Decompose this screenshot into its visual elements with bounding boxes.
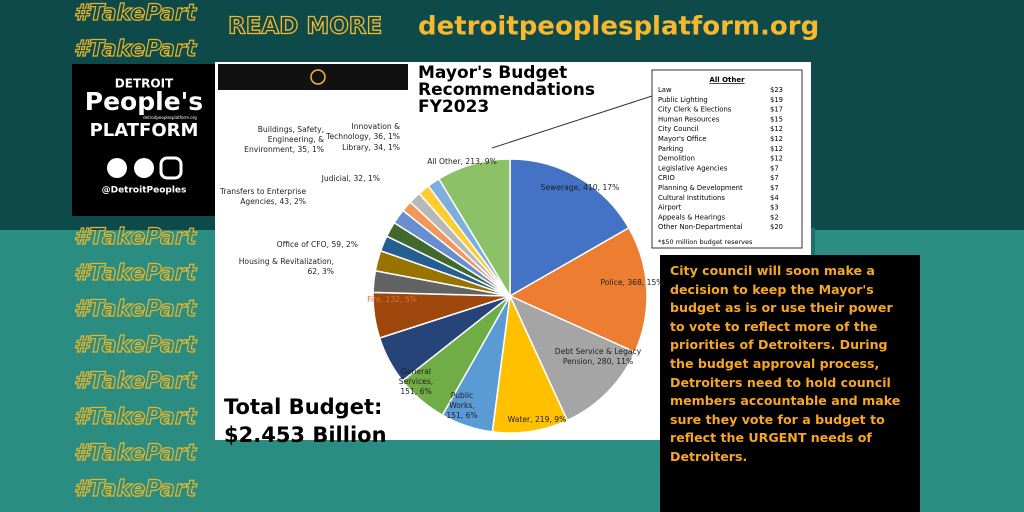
pie: [372, 158, 648, 434]
twitter-icon: [107, 158, 127, 178]
header-url: detroitpeoplesplatform.org: [418, 12, 819, 42]
slice-label: Water, 219, 9%: [508, 415, 567, 424]
total-line1: Total Budget:: [224, 395, 382, 419]
facebook-icon: [134, 158, 154, 178]
table-name: Parking: [658, 145, 683, 153]
slice-label: Police, 368, 15%: [600, 278, 663, 287]
table-value: $12: [770, 135, 783, 143]
table-name: Human Resources: [658, 115, 720, 123]
table-value: $7: [770, 174, 779, 182]
logo-handle: @DetroitPeoples: [102, 186, 187, 196]
takepart-text: #TakePart: [74, 261, 198, 286]
slice-label: Judicial, 32, 1%: [321, 174, 380, 183]
table-value: $2: [770, 213, 779, 221]
table-name: City Council: [658, 125, 699, 133]
slice-label: All Other, 213, 9%: [427, 157, 497, 166]
pie-slice: [508, 226, 648, 354]
table-value: $12: [770, 125, 783, 133]
table-note: *$50 million budget reserves: [658, 238, 753, 246]
read-more: READ MORE: [228, 14, 382, 40]
table-name: Cultural Institutions: [658, 194, 725, 202]
message: City council will soon make a decision t…: [670, 263, 901, 464]
pie-slice: [437, 158, 511, 299]
table-title: All Other: [709, 76, 745, 84]
pie-slice: [508, 294, 636, 422]
logo-box: [72, 64, 216, 216]
slice-label: Fire, 132, 5%: [367, 295, 417, 304]
table-name: Appeals & Hearings: [658, 213, 725, 221]
slice-label: Transportation, 139, 6%: [264, 357, 356, 366]
table-name: City Clerk & Elections: [658, 106, 732, 114]
message-box: [660, 255, 920, 512]
pie-slice: [509, 158, 630, 298]
takepart-text: #TakePart: [74, 1, 198, 26]
table-value: $7: [770, 164, 779, 172]
table-value: $3: [770, 204, 779, 212]
instagram-icon: [159, 156, 183, 180]
table-name: Planning & Development: [658, 184, 743, 192]
slice-label: Public Works, 151, 6%: [446, 391, 477, 420]
table-value: $20: [770, 223, 783, 231]
slice-label: Health, 44, 2%: [306, 206, 362, 215]
slice-label: Debt Service & Legacy Pension, 280, 11%: [555, 347, 642, 366]
total-line2: $2.453 Billion: [224, 423, 387, 447]
table-value: $4: [770, 194, 779, 202]
callout-line: [491, 95, 653, 149]
takepart-text: #TakePart: [74, 37, 198, 62]
chart-title: Mayor's Budget Recommendations FY2023: [418, 63, 595, 117]
slice-label: Office of CFO, 59, 2%: [277, 240, 358, 249]
flashlight-icon: [310, 69, 326, 85]
table-name: Demolition: [658, 155, 695, 163]
slice-label: Library, 34, 1%: [342, 143, 400, 152]
table-name: Airport: [658, 204, 682, 212]
all-other-table: [651, 69, 803, 249]
takepart-column: #TakePart #TakePart #TakePart #TakePart #Tak…: [73, 0, 198, 502]
table-name: Legislative Agencies: [658, 164, 728, 172]
takepart-text: #TakePart: [74, 369, 198, 394]
table-name: CRIO: [658, 174, 675, 182]
takepart-text: #TakePart: [74, 477, 198, 502]
takepart-text: #TakePart: [74, 405, 198, 430]
takepart-text: #TakePart: [74, 225, 198, 250]
table-name: Mayor's Office: [658, 135, 706, 143]
logo-platform: PLATFORM: [90, 120, 199, 141]
table-name: Public Lighting: [658, 96, 708, 104]
takepart-text: #TakePart: [74, 441, 198, 466]
table-value: $7: [770, 184, 779, 192]
slice-label: Sewerage, 410, 17%: [541, 183, 620, 192]
slice-label: General Services, 151, 6%: [399, 367, 433, 396]
table-name: Other Non-Departmental: [658, 223, 743, 231]
table-value: $17: [770, 106, 783, 114]
slice-label: Centralized Payments, 45, 2%: [222, 219, 336, 228]
table-value: $12: [770, 145, 783, 153]
slice-label: Housing & Revitalization, 62, 3%: [239, 257, 334, 276]
table-value: $12: [770, 155, 783, 163]
takepart-text: #TakePart: [74, 297, 198, 322]
table-value: $19: [770, 96, 783, 104]
flashlight: [218, 64, 408, 90]
logo-url: detroitpeoplesplatform.org: [143, 115, 197, 120]
slice-label: Innovation & Technology, 36, 1%: [325, 122, 400, 141]
table-name: Law: [658, 86, 672, 94]
slice-label: Buildings, Safety, Engineering, & Environm…: [244, 125, 324, 154]
logo-peoples: People's: [85, 87, 203, 116]
table-value: $23: [770, 86, 783, 94]
slice-label: Transfers to Enterprise Agencies, 43, 2%: [219, 187, 306, 206]
logo-detroit: DETROIT: [115, 77, 174, 91]
takepart-text: #TakePart: [74, 333, 198, 358]
table-value: $15: [770, 115, 783, 123]
